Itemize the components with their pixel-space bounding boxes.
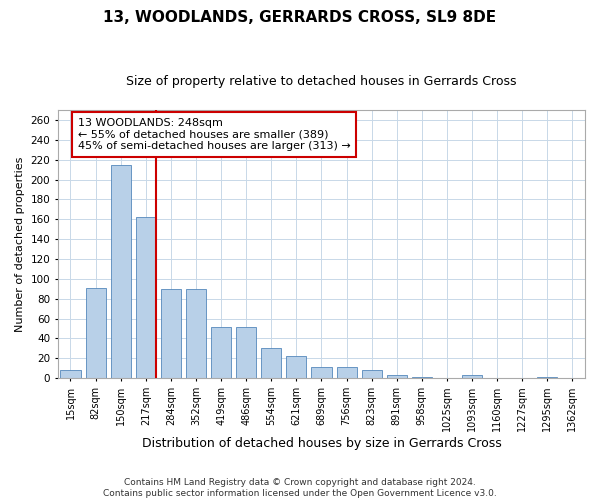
Bar [286,356,307,378]
Bar [462,375,482,378]
Bar [387,375,407,378]
Y-axis label: Number of detached properties: Number of detached properties [15,156,25,332]
Bar [211,326,231,378]
Bar [538,377,557,378]
Bar [362,370,382,378]
Bar [136,218,156,378]
Bar [236,326,256,378]
Bar [61,370,80,378]
Bar [261,348,281,378]
Bar [311,368,332,378]
Bar [86,288,106,378]
Bar [161,289,181,378]
Title: Size of property relative to detached houses in Gerrards Cross: Size of property relative to detached ho… [126,75,517,88]
Bar [110,164,131,378]
Bar [337,368,356,378]
Bar [412,377,432,378]
Text: 13, WOODLANDS, GERRARDS CROSS, SL9 8DE: 13, WOODLANDS, GERRARDS CROSS, SL9 8DE [103,10,497,25]
Text: 13 WOODLANDS: 248sqm
← 55% of detached houses are smaller (389)
45% of semi-deta: 13 WOODLANDS: 248sqm ← 55% of detached h… [78,118,351,151]
X-axis label: Distribution of detached houses by size in Gerrards Cross: Distribution of detached houses by size … [142,437,502,450]
Text: Contains HM Land Registry data © Crown copyright and database right 2024.
Contai: Contains HM Land Registry data © Crown c… [103,478,497,498]
Bar [186,289,206,378]
